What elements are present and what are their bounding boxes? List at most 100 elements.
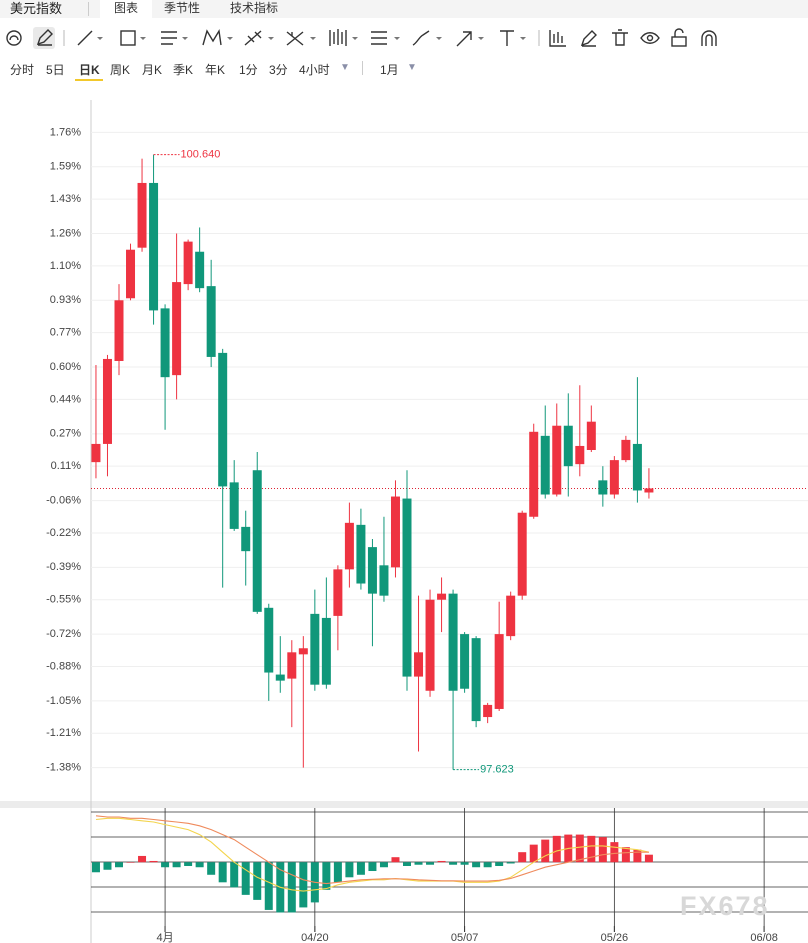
tool-edit[interactable] xyxy=(580,30,597,47)
annotation: 100.640 xyxy=(181,149,221,161)
tool-arrow[interactable] xyxy=(456,31,484,47)
candle-body xyxy=(540,435,550,495)
macd-bar xyxy=(287,862,296,913)
candle-body xyxy=(91,443,101,463)
candle-body xyxy=(460,634,470,689)
y-tick-label: 1.76% xyxy=(50,126,81,138)
candle-body xyxy=(218,352,228,487)
tool-magnet[interactable] xyxy=(6,30,22,46)
tool-pen[interactable] xyxy=(33,27,55,49)
macd-bar xyxy=(368,862,377,872)
active-underline xyxy=(75,79,103,81)
range-button[interactable]: 1月 xyxy=(380,63,399,77)
candle-body xyxy=(229,482,239,529)
watermark: FX678 xyxy=(680,891,770,921)
candle-body xyxy=(114,300,124,361)
macd-bar xyxy=(345,862,354,878)
tool-visibility[interactable] xyxy=(640,32,660,44)
macd-bar xyxy=(472,862,481,868)
candle-body xyxy=(102,358,112,444)
x-tick-label: 05/07 xyxy=(451,932,479,943)
tool-chart-type[interactable] xyxy=(549,30,566,47)
macd-bar xyxy=(518,852,527,863)
period-button[interactable]: 4小时 xyxy=(299,63,330,77)
period-button[interactable]: 5日 xyxy=(46,63,65,77)
y-tick-label: -0.55% xyxy=(46,594,81,606)
macd-bar xyxy=(483,862,492,868)
y-tick-label: -0.22% xyxy=(46,527,81,539)
y-tick-label: -0.88% xyxy=(46,660,81,672)
y-tick-label: -0.06% xyxy=(46,494,81,506)
x-tick-label: 4月 xyxy=(157,932,174,943)
candle-body xyxy=(471,638,481,722)
y-tick-label: 0.93% xyxy=(50,294,81,306)
macd-bar xyxy=(541,839,550,863)
macd-bar xyxy=(460,862,469,865)
period-button[interactable]: 年K xyxy=(205,63,226,77)
tab[interactable]: 季节性 xyxy=(163,1,200,15)
x-tick-label: 04/20 xyxy=(301,932,329,943)
tool-fib[interactable] xyxy=(244,30,274,46)
macd-bar xyxy=(299,862,308,908)
macd-bar xyxy=(230,862,239,888)
macd-bar xyxy=(218,862,227,883)
macd-bar xyxy=(103,862,112,870)
y-tick-label: -1.38% xyxy=(46,762,81,774)
tool-magnet-snap[interactable] xyxy=(701,30,717,46)
period-button[interactable]: 日K xyxy=(79,63,100,77)
macd-bar xyxy=(391,857,400,863)
macd-bar xyxy=(598,837,607,863)
macd-bar xyxy=(264,862,273,910)
tool-brush[interactable] xyxy=(412,30,442,46)
macd-bar xyxy=(184,862,193,866)
candle-body xyxy=(517,512,527,596)
tool-gann[interactable] xyxy=(286,31,316,46)
y-tick-label: 1.10% xyxy=(50,260,81,272)
tool-delete[interactable] xyxy=(612,29,628,46)
macd-bar xyxy=(575,834,584,863)
macd-bar xyxy=(149,860,158,863)
y-tick-label: -1.21% xyxy=(46,727,81,739)
macd-bar xyxy=(552,835,561,863)
macd-bar xyxy=(506,862,515,864)
candle-body xyxy=(241,526,251,552)
y-tick-label: 1.26% xyxy=(50,227,81,239)
candle-body xyxy=(367,547,377,594)
candle-body xyxy=(356,524,366,584)
tool-bars[interactable] xyxy=(329,29,358,46)
tool-rect[interactable] xyxy=(120,30,146,46)
period-button[interactable]: 月K xyxy=(142,63,163,77)
tab[interactable]: 技术指标 xyxy=(229,1,278,15)
tool-line[interactable] xyxy=(77,30,103,46)
candle-body xyxy=(425,599,435,691)
tool-pattern[interactable] xyxy=(202,28,233,46)
y-tick-label: -0.39% xyxy=(46,561,81,573)
tool-lock[interactable] xyxy=(671,28,687,47)
macd-bar xyxy=(195,862,204,868)
candle-body xyxy=(483,704,493,718)
period-button[interactable]: 季K xyxy=(173,63,194,77)
tab[interactable]: 图表 xyxy=(100,0,152,18)
candle-body xyxy=(621,439,631,461)
macd-bar xyxy=(91,862,100,873)
period-button[interactable]: 周K xyxy=(110,63,131,77)
period-dropdown[interactable]: ▼ xyxy=(340,62,350,73)
y-tick-label: 0.27% xyxy=(50,428,81,440)
period-button[interactable]: 分时 xyxy=(10,63,35,77)
candle-body xyxy=(298,648,308,655)
tool-parallel[interactable] xyxy=(161,31,188,45)
tool-range[interactable] xyxy=(371,31,400,45)
candle-body xyxy=(333,569,343,616)
macd-bar xyxy=(403,862,411,866)
macd-bar xyxy=(437,860,446,863)
period-button[interactable]: 1分 xyxy=(239,63,258,77)
candle-body xyxy=(149,182,159,311)
period-button[interactable]: 3分 xyxy=(269,63,288,77)
macd-bar xyxy=(253,862,262,900)
candle-body xyxy=(195,251,205,289)
range-dropdown[interactable]: ▼ xyxy=(407,62,417,73)
candle-body xyxy=(586,421,596,450)
tool-text[interactable] xyxy=(500,30,526,46)
separator xyxy=(362,61,363,75)
period-bar: 分时 5日 日K 周K 月K 季K 年K 1分 3分 4小时 ▼ 1月 ▼ xyxy=(0,56,808,82)
